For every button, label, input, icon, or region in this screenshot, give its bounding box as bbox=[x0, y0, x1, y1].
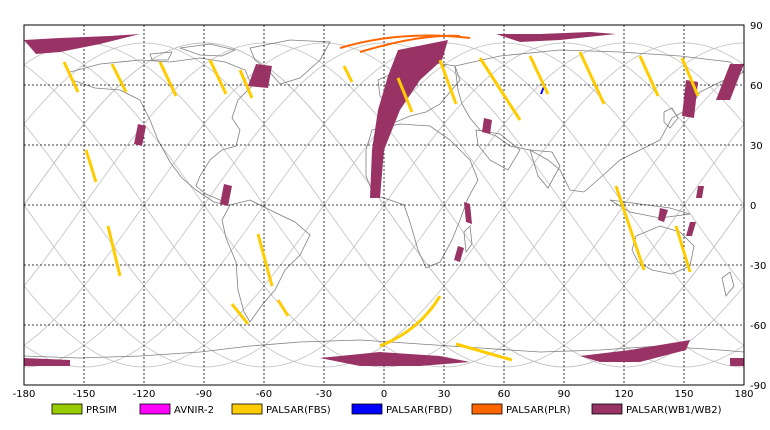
legend-label: PALSAR(FBD) bbox=[386, 405, 452, 416]
wb-swath-middle-east bbox=[482, 118, 492, 134]
madagascar-outline bbox=[463, 225, 473, 254]
y-tick-label: 30 bbox=[750, 141, 763, 152]
x-tick-label: 180 bbox=[734, 389, 753, 400]
x-tick-label: 0 bbox=[381, 389, 387, 400]
fbs-swath-11 bbox=[342, 65, 354, 83]
x-tick-label: -90 bbox=[196, 389, 212, 400]
legend-label: PALSAR(PLR) bbox=[506, 405, 571, 416]
legend-swatch bbox=[139, 403, 171, 415]
map-frame bbox=[23, 24, 745, 386]
fbs-swath-15 bbox=[528, 55, 550, 95]
x-axis-ticks: -180 -150 -120 -90 -60 -30 0 30 60 90 120 150 180 bbox=[13, 389, 754, 400]
grid-lines bbox=[24, 25, 744, 385]
wb-swath-pacific-1 bbox=[696, 186, 704, 198]
wb-swath-madagascar bbox=[454, 246, 464, 262]
y-tick-label: -90 bbox=[750, 381, 766, 392]
fbs-swath-20 bbox=[674, 225, 692, 273]
wb-swath-east-africa bbox=[464, 202, 472, 224]
y-tick-label: -60 bbox=[750, 321, 766, 332]
x-tick-label: -30 bbox=[316, 389, 332, 400]
fbs-swath-18 bbox=[638, 55, 660, 97]
y-axis-ticks: 90 60 30 0 -30 -60 -90 bbox=[750, 21, 766, 392]
wb-swath-pacific-2 bbox=[686, 222, 696, 236]
legend-swatch bbox=[351, 403, 383, 415]
indonesia-outline bbox=[609, 199, 691, 219]
wb-swath-antarctic-4 bbox=[730, 358, 744, 366]
fbs-swath-1 bbox=[62, 61, 80, 93]
fbs-swath-10 bbox=[276, 299, 290, 317]
y-tick-label: 90 bbox=[750, 21, 763, 32]
japan-outline bbox=[663, 107, 679, 129]
fbs-swath-5 bbox=[238, 69, 254, 99]
wb-swath-kamchatka bbox=[716, 64, 744, 100]
wb-swath-antarctic-3 bbox=[580, 340, 690, 362]
x-tick-label: -60 bbox=[256, 389, 272, 400]
legend-swatch bbox=[51, 403, 83, 415]
x-tick-label: -150 bbox=[73, 389, 96, 400]
wb-swath-antarctic-1 bbox=[24, 358, 70, 366]
fbs-swath-12 bbox=[396, 77, 414, 113]
fbs-swath-19 bbox=[680, 57, 700, 97]
wb-swath-europe-africa bbox=[370, 40, 448, 198]
wb-swath-greenland bbox=[248, 64, 272, 88]
legend-label: PRSIM bbox=[86, 405, 117, 416]
wb-swath-alaska bbox=[134, 124, 146, 146]
north-america-outline bbox=[69, 57, 253, 206]
australia-outline bbox=[631, 225, 695, 275]
x-tick-label: 120 bbox=[614, 389, 633, 400]
fbs-swath-2 bbox=[110, 63, 128, 93]
fbs-swath-8 bbox=[256, 233, 274, 287]
legend-label: PALSAR(WB1/WB2) bbox=[626, 405, 722, 416]
x-tick-label: 90 bbox=[558, 389, 571, 400]
fbs-swath-21 bbox=[379, 295, 442, 348]
fbs-swath-17 bbox=[614, 185, 646, 271]
fbs-swath-6 bbox=[84, 149, 98, 183]
x-tick-label: 150 bbox=[674, 389, 693, 400]
wb-swath-arctic-east bbox=[496, 32, 616, 42]
y-tick-label: 60 bbox=[750, 81, 763, 92]
fbs-swath-22 bbox=[455, 342, 513, 362]
fbs-swath-7 bbox=[106, 225, 122, 277]
x-tick-label: 60 bbox=[498, 389, 511, 400]
fbs-swath-14 bbox=[478, 57, 522, 121]
arctic-islands-outline bbox=[149, 43, 237, 61]
fbs-swath-3 bbox=[158, 61, 178, 97]
y-tick-label: -30 bbox=[750, 261, 766, 272]
fbs-swath-9 bbox=[230, 303, 250, 325]
wb-swath-png bbox=[658, 208, 668, 222]
x-tick-label: -120 bbox=[133, 389, 156, 400]
legend-swatch bbox=[231, 403, 263, 415]
legend-swatch bbox=[471, 403, 503, 415]
coverage-swaths bbox=[24, 32, 744, 366]
legend-label: AVNIR-2 bbox=[174, 405, 214, 416]
india-outline bbox=[529, 149, 561, 189]
south-america-outline bbox=[221, 199, 311, 323]
fbs-swath-4 bbox=[208, 59, 228, 95]
wb-swath-arctic-west bbox=[24, 34, 140, 54]
greenland-outline bbox=[249, 39, 331, 85]
legend-swatch bbox=[591, 403, 623, 415]
x-tick-label: 30 bbox=[438, 389, 451, 400]
plr-arc-2 bbox=[359, 34, 461, 53]
new-zealand-outline bbox=[721, 271, 735, 297]
legend: PRSIM AVNIR-2 PALSAR(FBS) PALSAR(FBD) PALSAR… bbox=[51, 403, 722, 416]
fbs-swath-13 bbox=[438, 59, 458, 105]
wb-swath-antarctic-2 bbox=[320, 352, 470, 366]
legend-label: PALSAR(FBS) bbox=[266, 405, 331, 416]
fbs-swath-16 bbox=[578, 51, 606, 105]
y-tick-label: 0 bbox=[750, 201, 756, 212]
wb-swath-central-america bbox=[220, 184, 232, 206]
x-tick-label: -180 bbox=[13, 389, 36, 400]
